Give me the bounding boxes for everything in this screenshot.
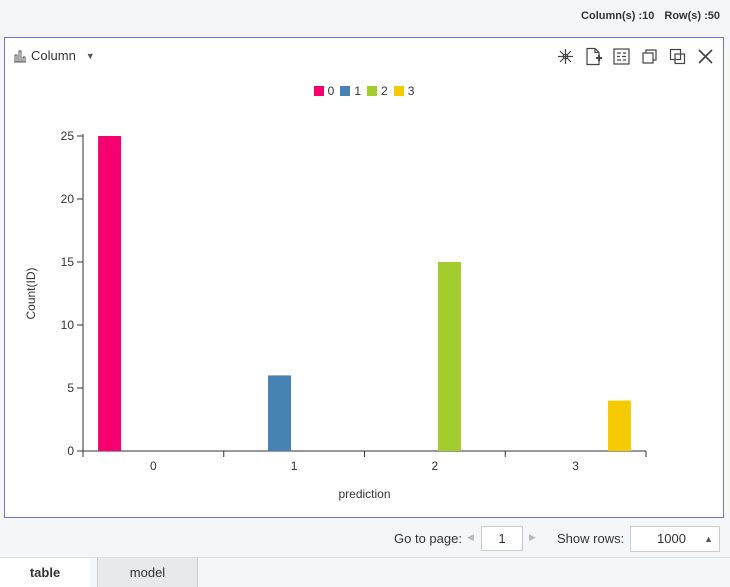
tab-table[interactable]: table <box>0 558 90 587</box>
bar[interactable] <box>437 262 461 451</box>
bar[interactable] <box>607 400 631 451</box>
show-rows-select[interactable]: 1000 ▲ <box>630 526 720 552</box>
y-tick-label: 5 <box>67 381 74 395</box>
y-tick-label: 15 <box>61 255 75 269</box>
y-tick-label: 25 <box>61 129 75 143</box>
x-tick-label: 1 <box>291 459 298 473</box>
copy-icon[interactable] <box>640 47 659 66</box>
legend-swatch <box>393 86 404 96</box>
legend-item[interactable]: 0 <box>313 84 335 98</box>
legend-label: 2 <box>381 84 388 98</box>
close-icon[interactable] <box>696 47 715 66</box>
bar[interactable] <box>268 375 292 451</box>
x-tick-label: 0 <box>150 459 157 473</box>
x-tick-label: 3 <box>572 459 579 473</box>
legend-label: 0 <box>327 84 335 98</box>
dataset-meta: Column(s) :10 Row(s) :50 <box>581 10 720 22</box>
scatter-select-icon[interactable] <box>556 47 575 66</box>
page-number-input[interactable]: 1 <box>481 526 523 551</box>
legend-item[interactable]: 2 <box>367 84 388 98</box>
y-tick-label: 10 <box>61 318 75 332</box>
legend-item[interactable]: 3 <box>393 84 415 98</box>
legend-swatch <box>313 86 324 96</box>
export-file-icon[interactable] <box>584 47 603 66</box>
goto-page-label: Go to page: <box>394 531 462 546</box>
caret-up-icon: ▲ <box>704 534 713 544</box>
prev-page-icon[interactable]: ◀ <box>467 532 474 542</box>
chart-legend: 0 1 2 3 <box>5 84 723 98</box>
chart-panel: Column ▼ <box>4 37 724 518</box>
sheet-tab-bar: table model <box>0 557 730 587</box>
chart-panel-header: Column ▼ <box>5 38 723 76</box>
duplicate-icon[interactable] <box>668 47 687 66</box>
pagination-bar: Go to page: ◀ 1 ▶ Show rows: 1000 ▲ <box>0 522 730 554</box>
y-tick-label: 0 <box>67 444 74 458</box>
settings-panel-icon[interactable] <box>612 47 631 66</box>
show-rows-label: Show rows: <box>557 531 625 546</box>
legend-item[interactable]: 1 <box>340 84 361 98</box>
rows-count: Row(s) :50 <box>664 10 720 22</box>
bar[interactable] <box>98 136 122 451</box>
legend-swatch <box>340 86 351 96</box>
next-page-icon[interactable]: ▶ <box>529 532 536 542</box>
bar-chart-icon <box>14 50 26 62</box>
column-chart: 0 5 10 15 20 25 0 1 2 3 prediction Count(ID) <box>24 129 647 501</box>
chevron-down-icon: ▼ <box>85 50 95 61</box>
show-rows-value: 1000 <box>657 531 686 546</box>
x-axis-title: prediction <box>338 487 390 501</box>
x-tick-label: 2 <box>432 459 439 473</box>
chart-type-dropdown[interactable]: Column ▼ <box>13 48 95 63</box>
legend-label: 1 <box>354 84 361 98</box>
legend-label: 3 <box>407 84 415 98</box>
legend-swatch <box>367 86 377 96</box>
tab-model[interactable]: model <box>97 558 198 587</box>
y-axis-title: Count(ID) <box>24 267 38 319</box>
top-bar: Column(s) :10 Row(s) :50 <box>0 0 730 36</box>
chart-toolbar <box>556 47 715 66</box>
columns-count: Column(s) :10 <box>581 10 655 22</box>
y-tick-label: 20 <box>61 192 75 206</box>
chart-type-label: Column <box>31 48 76 63</box>
